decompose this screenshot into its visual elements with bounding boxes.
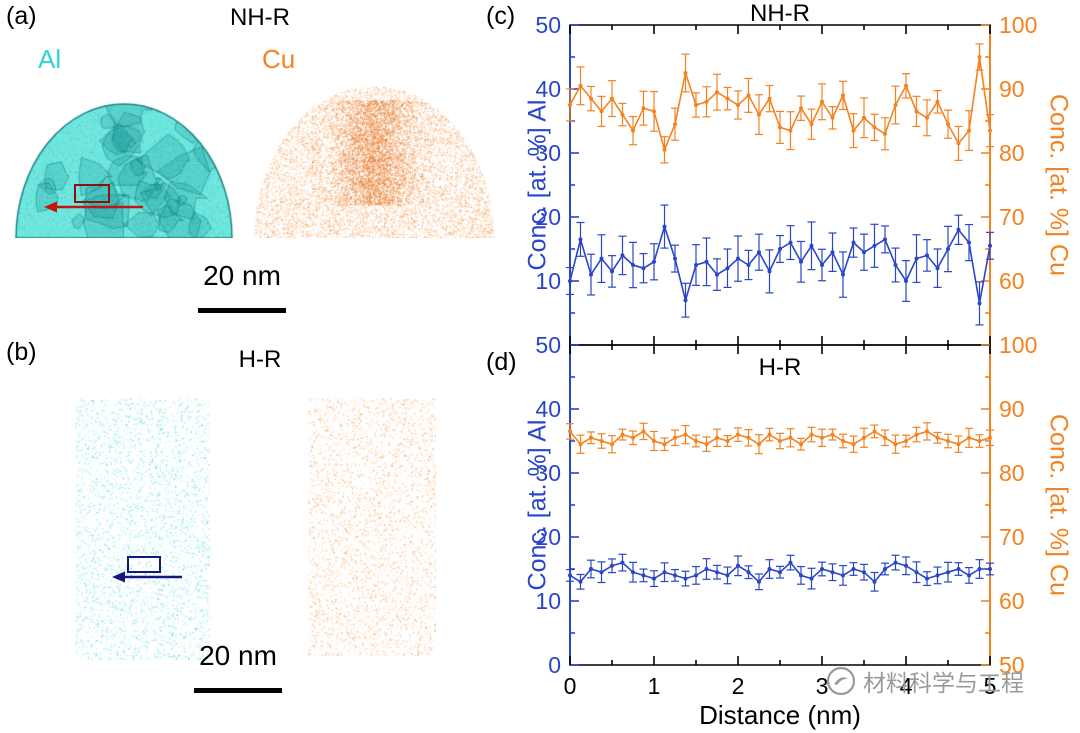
svg-text:20: 20: [535, 524, 561, 550]
panel-b-label: (b): [6, 338, 37, 366]
left-axis-label-c: Conc. [at. %] Al: [523, 99, 552, 271]
al-atom-map-nhr: [14, 100, 234, 238]
left-axis-label-d: Conc. [at. %] Al: [523, 419, 552, 591]
svg-text:3: 3: [816, 673, 829, 699]
svg-text:30: 30: [535, 140, 561, 166]
roi-box-nhr: [74, 184, 110, 203]
panel-c-title: NH-R: [750, 0, 810, 27]
svg-text:30: 30: [535, 460, 561, 486]
cu-atom-map-hr: [308, 398, 436, 656]
svg-text:40: 40: [535, 396, 561, 422]
svg-text:50: 50: [535, 12, 561, 38]
svg-text:1: 1: [648, 673, 661, 699]
svg-text:70: 70: [999, 524, 1025, 550]
panel-a-label: (a): [6, 2, 37, 30]
panel-b-title: H-R: [238, 346, 282, 373]
panel-d-label: (d): [486, 348, 517, 376]
svg-text:60: 60: [999, 588, 1025, 614]
svg-text:5: 5: [984, 673, 997, 699]
svg-text:50: 50: [535, 332, 561, 358]
cu-element-label: Cu: [262, 44, 296, 74]
svg-text:100: 100: [999, 12, 1037, 38]
cu-atom-map-nhr: [252, 82, 497, 238]
svg-text:90: 90: [999, 76, 1025, 102]
al-element-label: Al: [38, 44, 62, 74]
svg-text:10: 10: [535, 268, 561, 294]
watermark-text: 材料科学与工程: [863, 670, 1024, 696]
right-axis-label-c: Conc. [at. %] Cu: [1044, 93, 1073, 277]
watermark-logo-icon: [826, 666, 856, 696]
svg-text:20: 20: [535, 204, 561, 230]
svg-text:0: 0: [548, 652, 561, 678]
scalebar-hr-text: 20 nm: [199, 640, 277, 671]
watermark: 材料科学与工程: [826, 664, 1024, 698]
svg-text:80: 80: [999, 460, 1025, 486]
svg-text:100: 100: [999, 332, 1037, 358]
svg-text:80: 80: [999, 140, 1025, 166]
scalebar-hr: [194, 688, 282, 693]
right-axis-label-d: Conc. [at. %] Cu: [1044, 413, 1073, 597]
svg-text:2: 2: [732, 673, 745, 699]
svg-text:10: 10: [535, 588, 561, 614]
roi-box-hr: [127, 556, 161, 573]
scalebar-nhr: [198, 308, 286, 313]
scalebar-nhr-text: 20 nm: [203, 260, 281, 291]
svg-text:4: 4: [900, 673, 913, 699]
svg-text:70: 70: [999, 204, 1025, 230]
svg-text:0: 0: [564, 673, 577, 699]
svg-text:50: 50: [999, 652, 1025, 678]
al-atom-map-hr: [75, 398, 210, 660]
svg-text:60: 60: [999, 268, 1025, 294]
panel-c-label: (c): [486, 2, 516, 30]
panel-d-title: H-R: [758, 354, 802, 381]
svg-text:90: 90: [999, 396, 1025, 422]
svg-text:40: 40: [535, 76, 561, 102]
x-axis-title: Distance (nm): [699, 700, 861, 730]
charts-svg: 1020304050607080901000102030405050607080…: [535, 12, 1037, 699]
panel-a-title: NH-R: [230, 4, 290, 31]
